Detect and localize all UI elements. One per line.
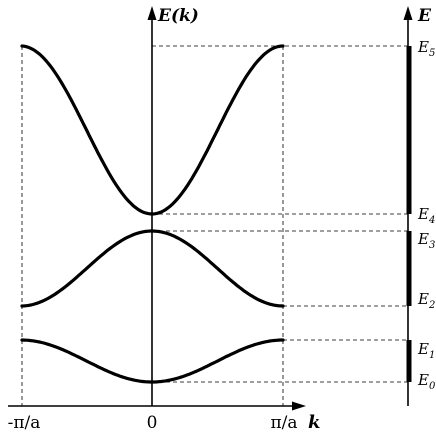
energy-axis-arrowhead xyxy=(147,6,157,20)
energy-level-labels: E5 E4 E3 E2 E1 E0 xyxy=(417,38,436,392)
band-curve-1 xyxy=(20,338,285,384)
tick-label-pi-over-a: π/a xyxy=(270,413,297,433)
axes xyxy=(8,6,413,411)
band-curve-3 xyxy=(20,44,285,216)
k-axis-title: k xyxy=(308,412,320,433)
dashed-guides xyxy=(21,45,408,406)
level-label-e2: E2 xyxy=(417,290,435,311)
band-axis-arrowhead xyxy=(403,6,413,20)
band-axis-title: E xyxy=(417,6,432,26)
dispersion-curves xyxy=(20,44,285,384)
level-label-e1: E1 xyxy=(417,340,435,361)
tick-label-minus-pi-over-a: -π/a xyxy=(8,413,41,433)
energy-axis-title: E(k) xyxy=(157,6,199,26)
level-label-e3: E3 xyxy=(417,230,435,251)
band-curve-2 xyxy=(20,229,285,308)
k-axis-arrowhead xyxy=(292,401,306,411)
tick-label-zero: 0 xyxy=(147,413,158,433)
level-label-e5: E5 xyxy=(417,38,435,59)
level-label-e4: E4 xyxy=(417,205,435,226)
level-label-e0: E0 xyxy=(417,371,436,392)
